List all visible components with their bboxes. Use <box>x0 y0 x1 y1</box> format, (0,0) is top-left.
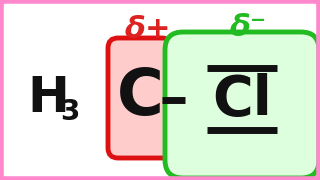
Text: 3: 3 <box>60 98 80 126</box>
Text: C: C <box>116 66 164 128</box>
Text: Cl: Cl <box>212 73 272 127</box>
Text: δ+: δ+ <box>125 15 171 44</box>
Text: δ⁻: δ⁻ <box>229 14 267 42</box>
FancyBboxPatch shape <box>108 38 172 158</box>
Text: H: H <box>27 74 69 122</box>
FancyBboxPatch shape <box>165 32 319 178</box>
